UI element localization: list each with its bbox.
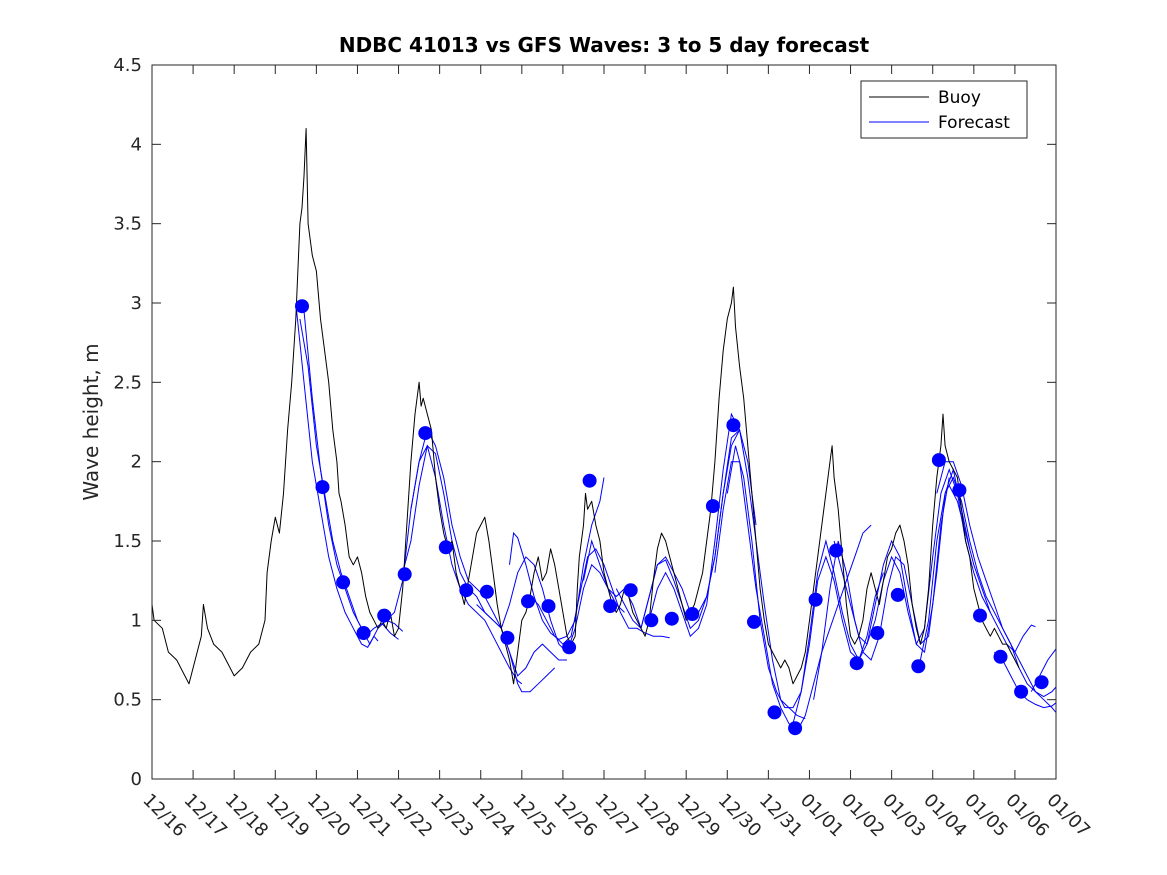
y-tick-label: 4 bbox=[131, 134, 142, 155]
forecast-marker-21 bbox=[705, 499, 720, 514]
forecast-line-1 bbox=[295, 302, 379, 648]
buoy-line bbox=[151, 128, 1020, 685]
y-tick-label: 0.5 bbox=[113, 690, 142, 711]
legend-entry-forecast: Forecast bbox=[938, 113, 1010, 133]
forecast-marker-8 bbox=[438, 540, 453, 555]
y-tick-label: 4.5 bbox=[113, 55, 142, 76]
forecast-marker-27 bbox=[829, 543, 844, 558]
forecast-marker-37 bbox=[1034, 675, 1049, 690]
y-tick-label: 2 bbox=[131, 452, 142, 473]
forecast-marker-26 bbox=[808, 592, 823, 607]
legend: Buoy Forecast bbox=[860, 80, 1028, 139]
forecast-marker-23 bbox=[747, 614, 761, 629]
forecast-marker-25 bbox=[788, 721, 803, 736]
forecast-marker-2 bbox=[315, 480, 330, 495]
forecast-marker-34 bbox=[973, 608, 987, 623]
forecast-marker-16 bbox=[603, 599, 618, 614]
forecast-marker-31 bbox=[911, 659, 926, 674]
y-tick-label: 3 bbox=[131, 293, 142, 314]
y-tick-label: 2.5 bbox=[113, 372, 142, 393]
forecast-marker-35 bbox=[993, 649, 1008, 664]
forecast-marker-18 bbox=[644, 613, 659, 628]
forecast-marker-19 bbox=[664, 611, 679, 626]
forecast-line-6 bbox=[410, 428, 567, 677]
plot-area bbox=[152, 65, 1056, 779]
y-tick-label: 1.5 bbox=[113, 531, 142, 552]
forecast-marker-9 bbox=[459, 583, 474, 598]
forecast-line-4 bbox=[385, 444, 523, 685]
forecast-marker-32 bbox=[931, 453, 946, 468]
forecast-marker-30 bbox=[890, 587, 905, 602]
forecast-marker-4 bbox=[356, 626, 371, 640]
forecast-marker-13 bbox=[541, 599, 556, 614]
chart-title: NDBC 41013 vs GFS Waves: 3 to 5 day fore… bbox=[339, 33, 870, 57]
forecast-marker-22 bbox=[726, 418, 741, 433]
forecast-marker-17 bbox=[623, 583, 638, 598]
forecast-marker-12 bbox=[521, 594, 535, 609]
y-tick-label: 1 bbox=[131, 610, 142, 631]
legend-entry-buoy: Buoy bbox=[938, 88, 981, 108]
forecast-line-5 bbox=[402, 444, 556, 693]
forecast-line-12 bbox=[648, 412, 806, 720]
forecast-marker-15 bbox=[582, 473, 597, 488]
forecast-line-21 bbox=[994, 651, 1057, 709]
forecast-marker-7 bbox=[418, 426, 433, 441]
forecast-line-15 bbox=[792, 477, 950, 724]
forecast-marker-6 bbox=[397, 567, 412, 582]
forecast-marker-28 bbox=[849, 656, 864, 671]
forecast-marker-29 bbox=[870, 626, 885, 640]
forecast-line-9 bbox=[521, 548, 670, 645]
forecast-marker-3 bbox=[336, 575, 351, 590]
forecast-marker-33 bbox=[952, 483, 967, 498]
forecast-marker-5 bbox=[377, 608, 392, 623]
forecast-line-2 bbox=[299, 318, 399, 640]
y-axis-ticks: 0 0.5 1 1.5 2 2.5 3 3.5 4 4.5 bbox=[113, 55, 1056, 790]
y-axis-label: Wave height, m bbox=[79, 343, 103, 500]
chart-marks bbox=[151, 128, 1057, 736]
forecast-marker-36 bbox=[1014, 684, 1029, 699]
forecast-marker-14 bbox=[562, 640, 577, 655]
forecast-marker-24 bbox=[767, 705, 782, 720]
forecast-line-19 bbox=[936, 461, 1057, 698]
forecast-marker-1 bbox=[295, 299, 309, 314]
y-tick-label: 3.5 bbox=[113, 214, 142, 235]
forecast-marker-20 bbox=[685, 607, 700, 621]
y-tick-label: 0 bbox=[131, 769, 142, 790]
forecast-marker-10 bbox=[479, 584, 494, 599]
forecast-marker-11 bbox=[500, 630, 515, 645]
legend-box bbox=[860, 80, 1028, 139]
